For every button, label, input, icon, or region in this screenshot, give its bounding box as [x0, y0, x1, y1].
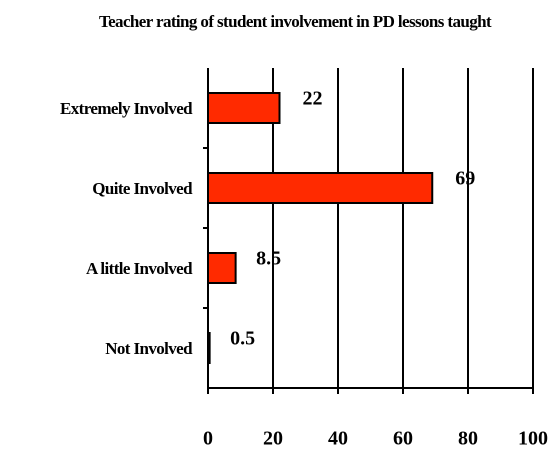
- bar: [207, 172, 434, 204]
- data-label: 69: [455, 168, 475, 190]
- y-tick-label: Extremely Involved: [60, 99, 193, 118]
- data-label: 8.5: [256, 248, 281, 270]
- bar: [207, 252, 237, 284]
- x-tick-label: 40: [328, 428, 348, 450]
- y-tick-label: A little Involved: [86, 259, 193, 278]
- y-tick-label: Not Involved: [105, 339, 193, 358]
- bar: [207, 92, 281, 124]
- x-tick-label: 80: [458, 428, 478, 450]
- bar: [207, 332, 211, 364]
- data-label: 22: [303, 88, 323, 110]
- x-tick-label: 60: [393, 428, 413, 450]
- x-tick-label: 20: [263, 428, 283, 450]
- data-label: 0.5: [230, 328, 255, 350]
- y-tick-label: Quite Involved: [92, 179, 193, 198]
- x-tick-label: 100: [518, 428, 548, 450]
- x-tick-label: 0: [203, 428, 213, 450]
- chart-title: Teacher rating of student involvement in…: [98, 12, 492, 31]
